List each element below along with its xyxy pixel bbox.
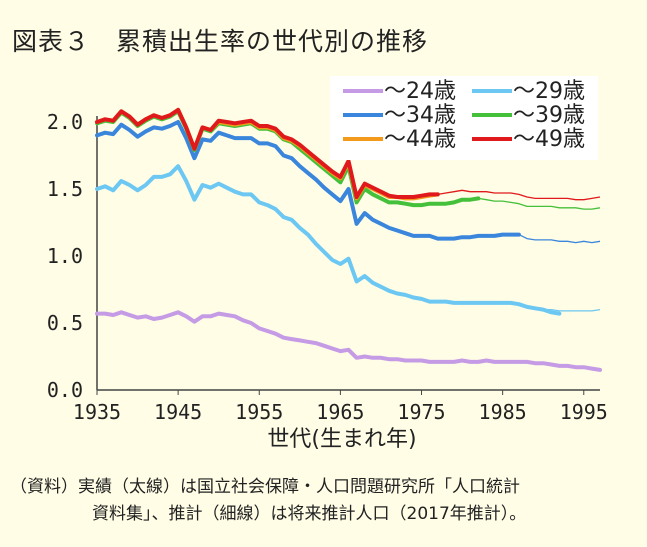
x-tick-label: 1955 [235, 400, 283, 424]
legend-label-4: ～44歳 [384, 127, 456, 152]
x-tick-label: 1945 [154, 400, 202, 424]
y-tick-label: 0.0 [47, 378, 83, 402]
source-note-line2: 資料集」、推計（細線）は将来推計人口（2017年推計）。 [92, 504, 527, 524]
x-axis-label: 世代(生まれ年) [267, 427, 416, 452]
legend-label-1: ～29歳 [513, 79, 585, 104]
series-2-projected-line [518, 234, 601, 244]
x-tick-label: 1935 [73, 400, 121, 424]
y-tick-label: 2.0 [47, 110, 83, 134]
x-tick-label: 1975 [397, 400, 445, 424]
series-layer [95, 107, 602, 372]
series-3-projected-line [478, 197, 601, 210]
legend-label-3: ～39歳 [513, 103, 585, 128]
y-tick-label: 1.0 [47, 244, 83, 268]
chart-title: 図表３ 累積出生率の世代別の推移 [12, 27, 429, 56]
legend-label-0: ～24歳 [384, 79, 456, 104]
series-1-actual-line [95, 164, 562, 316]
series-5-projected-line [437, 189, 601, 201]
series-0-actual-line [95, 310, 602, 372]
series-5-actual-line [95, 107, 440, 199]
legend: ～24歳 ～29歳 ～34歳 ～39歳 ～44歳 ～49歳 [330, 76, 598, 160]
source-note: （資料）実績（太線）は国立社会保障・人口問題研究所「人口統計 資料集」、推計（細… [10, 474, 640, 528]
series-2-actual-line [95, 120, 521, 241]
x-tick-label: 1985 [479, 400, 527, 424]
x-tick-label: 1995 [560, 400, 608, 424]
x-tick-label: 1965 [316, 400, 364, 424]
legend-label-5: ～49歳 [513, 127, 585, 152]
source-note-line1: （資料）実績（太線）は国立社会保障・人口問題研究所「人口統計 [10, 477, 520, 497]
y-tick-label: 0.5 [47, 311, 83, 335]
y-tick-label: 1.5 [47, 177, 83, 201]
legend-label-2: ～34歳 [384, 103, 456, 128]
